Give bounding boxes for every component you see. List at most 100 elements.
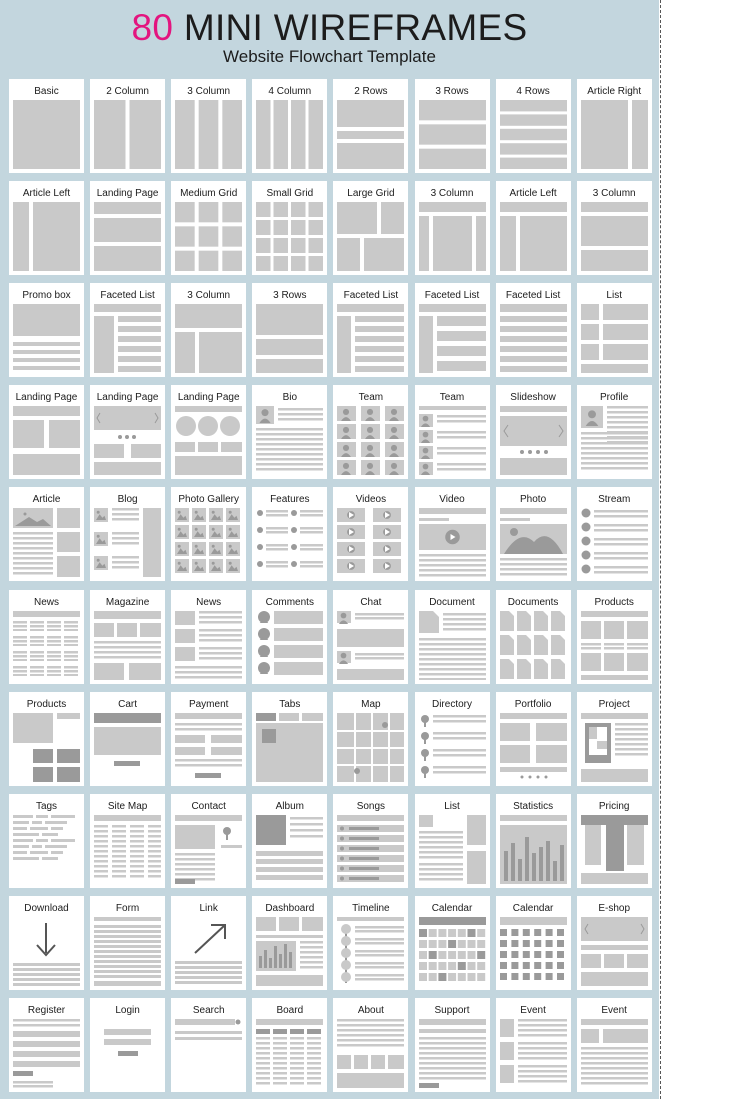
wireframe-thumbnail bbox=[581, 508, 648, 574]
wireframe-thumbnail bbox=[580, 304, 648, 374]
wireframe-thumbnail bbox=[256, 916, 324, 986]
wireframe-thumbnail bbox=[94, 202, 162, 272]
wireframe-thumbnail bbox=[258, 610, 324, 675]
wireframe-label: News bbox=[196, 596, 222, 608]
wireframe-thumbnail bbox=[175, 814, 243, 884]
wireframe-thumbnail bbox=[175, 712, 243, 778]
wireframe-thumbnail bbox=[499, 610, 565, 679]
wireframe-label: Blog bbox=[117, 494, 138, 506]
wireframe-photo-gallery: Photo Gallery bbox=[171, 487, 247, 582]
wireframe-thumbnail bbox=[256, 202, 324, 272]
wireframe-label: Team bbox=[358, 392, 384, 404]
wireframe-label: Magazine bbox=[105, 596, 150, 608]
wireframe-label: Features bbox=[270, 494, 310, 506]
wireframe-article: Article bbox=[9, 487, 84, 582]
wireframe-label: Login bbox=[115, 1004, 140, 1016]
wireframe-thumbnail bbox=[499, 100, 567, 169]
wireframe-3-column: 3 Column bbox=[171, 283, 247, 378]
wireframe-label: Support bbox=[434, 1004, 470, 1016]
wireframe-label: Photo bbox=[520, 494, 547, 506]
page-title: 80 MINI WIREFRAMES bbox=[0, 6, 659, 50]
wireframe-label: Comments bbox=[265, 596, 314, 608]
wireframe-thumbnail bbox=[94, 814, 162, 878]
wireframe-board: Board bbox=[252, 997, 328, 1092]
wireframe-label: News bbox=[33, 596, 59, 608]
wireframe-4-column: 4 Column bbox=[252, 79, 328, 173]
wireframe-thumbnail bbox=[256, 814, 324, 880]
wireframe-thumbnail bbox=[418, 100, 486, 169]
wireframe-thumbnail bbox=[337, 100, 405, 169]
wireframe-2-column: 2 Column bbox=[90, 79, 166, 173]
wireframe-thumbnail bbox=[337, 1018, 405, 1088]
wireframe-thumbnail bbox=[175, 406, 243, 476]
wireframe-label: Small Grid bbox=[266, 188, 314, 200]
wireframe-thumbnail bbox=[175, 304, 243, 374]
wireframe-project: Project bbox=[576, 691, 652, 786]
wireframe-thumbnail bbox=[175, 100, 243, 169]
wireframe-label: Landing Page bbox=[96, 392, 159, 404]
wireframe-label: Album bbox=[275, 800, 304, 812]
wireframe-e-shop: E-shop bbox=[576, 895, 652, 990]
wireframe-label: Article Left bbox=[22, 188, 71, 200]
wireframe-label: Faceted List bbox=[424, 290, 480, 302]
wireframe-label: Bio bbox=[282, 392, 298, 404]
wireframe-thumbnail bbox=[13, 814, 75, 860]
wireframe-label: Link bbox=[199, 902, 218, 914]
wireframe-label: 3 Column bbox=[430, 188, 474, 200]
wireframe-small-grid: Small Grid bbox=[252, 181, 328, 276]
wireframe-search: Search bbox=[171, 997, 247, 1092]
wireframe-label: Cart bbox=[118, 698, 138, 710]
wireframe-large-grid: Large Grid bbox=[333, 181, 409, 276]
wireframe-list: List bbox=[576, 283, 652, 378]
wireframe-label: Faceted List bbox=[343, 290, 399, 302]
wireframe-portfolio: Portfolio bbox=[495, 691, 571, 786]
wireframe-thumbnail bbox=[13, 202, 80, 272]
wireframe-label: Register bbox=[27, 1004, 66, 1016]
wireframe-label: 4 Column bbox=[268, 86, 312, 97]
wireframe-landing-page: Landing Page bbox=[90, 181, 166, 276]
wireframe-team: Team bbox=[414, 385, 490, 480]
wireframe-thumbnail bbox=[580, 610, 648, 680]
wireframe-3-column: 3 Column bbox=[576, 181, 652, 276]
wireframe-thumbnail bbox=[420, 714, 486, 778]
wireframe-thumbnail bbox=[499, 916, 567, 980]
poster: 80 MINI WIREFRAMES Website Flowchart Tem… bbox=[0, 0, 659, 1099]
wireframe-faceted-list: Faceted List bbox=[414, 283, 490, 378]
wireframe-label: Landing Page bbox=[177, 392, 240, 404]
wireframe-label: 3 Column bbox=[187, 290, 231, 302]
wireframe-download: Download bbox=[9, 895, 84, 990]
wireframe-profile: Profile bbox=[576, 385, 652, 480]
wireframe-label: Calendar bbox=[431, 902, 473, 914]
wireframe-label: Event bbox=[601, 1004, 627, 1016]
wireframe-label: Photo Gallery bbox=[178, 494, 239, 506]
wireframe-calendar: Calendar bbox=[495, 895, 571, 990]
wireframe-thumbnail bbox=[256, 406, 324, 471]
page-subtitle: Website Flowchart Template bbox=[223, 47, 436, 66]
wireframe-thumbnail bbox=[94, 304, 162, 374]
wireframe-label: List bbox=[606, 290, 622, 302]
wireframe-label: Faceted List bbox=[505, 290, 561, 302]
wireframe-cart: Cart bbox=[90, 691, 166, 786]
wireframe-thumbnail bbox=[257, 510, 324, 568]
wireframe-thumbnail bbox=[499, 1018, 567, 1083]
wireframe-magazine: Magazine bbox=[90, 589, 166, 684]
wireframe-landing-page: Landing Page bbox=[171, 385, 247, 480]
wireframe-bio: Bio bbox=[252, 385, 328, 480]
wireframe-thumbnail bbox=[337, 202, 405, 272]
wireframe-label: 3 Rows bbox=[435, 86, 469, 97]
wireframe-label: Video bbox=[439, 494, 465, 506]
wireframe-thumbnail bbox=[94, 610, 162, 680]
wireframe-documents: Documents bbox=[495, 589, 571, 684]
wireframe-thumbnail bbox=[256, 712, 324, 782]
wireframe-label: Document bbox=[429, 596, 475, 608]
wireframe-faceted-list: Faceted List bbox=[333, 283, 409, 378]
wireframe-label: Article bbox=[32, 494, 61, 506]
wireframe-3-column: 3 Column bbox=[414, 181, 490, 276]
wireframe-label: Portfolio bbox=[514, 698, 552, 710]
wireframe-label: Dashboard bbox=[265, 902, 315, 914]
wireframe-label: Calendar bbox=[512, 902, 554, 914]
wireframe-thumbnail bbox=[337, 814, 405, 882]
wireframe-tags: Tags bbox=[9, 793, 84, 888]
wireframe-stream: Stream bbox=[576, 487, 652, 582]
sidebar: Mariam2707 | Dreamstime.com 48967572 ID … bbox=[662, 0, 735, 1099]
